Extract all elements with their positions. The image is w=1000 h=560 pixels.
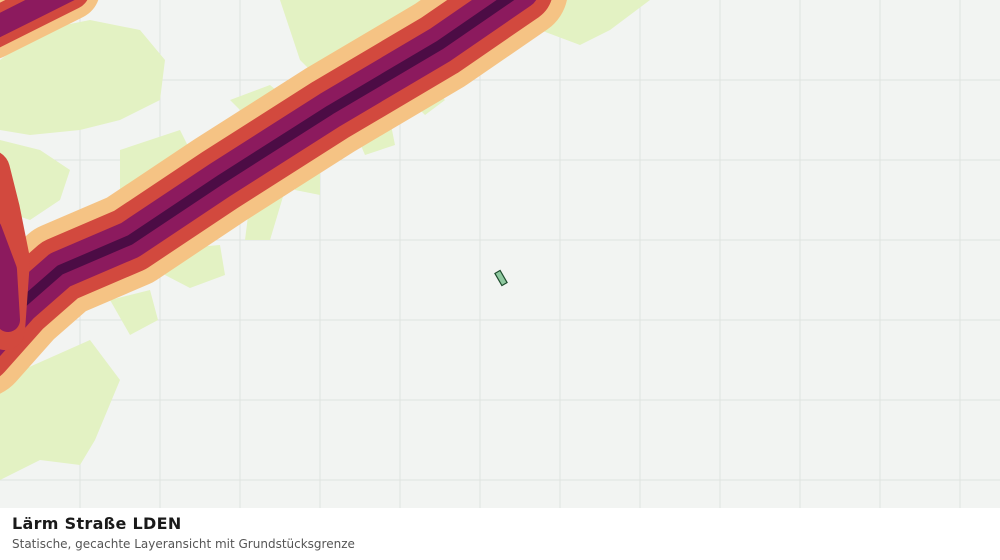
parcel-boundary bbox=[494, 269, 508, 287]
map bbox=[0, 0, 1000, 508]
noise-road bbox=[0, 0, 567, 394]
map-subtitle: Statische, gecachte Layeransicht mit Gru… bbox=[12, 537, 355, 551]
caption: Lärm Straße LDEN Statische, gecachte Lay… bbox=[0, 508, 1000, 560]
grid bbox=[0, 0, 1000, 508]
map-title: Lärm Straße LDEN bbox=[12, 514, 182, 533]
